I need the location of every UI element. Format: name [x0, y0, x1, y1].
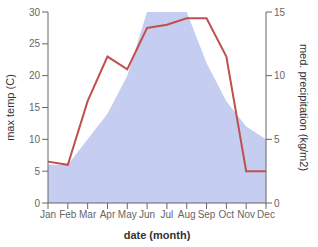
svg-text:Nov: Nov: [237, 209, 255, 220]
svg-text:Jan: Jan: [40, 209, 56, 220]
svg-text:Sep: Sep: [198, 209, 216, 220]
svg-text:Dec: Dec: [257, 209, 275, 220]
svg-text:Jul: Jul: [161, 209, 174, 220]
svg-text:Mar: Mar: [79, 209, 97, 220]
svg-text:0: 0: [274, 198, 280, 209]
svg-text:5: 5: [274, 134, 280, 145]
svg-text:max temp (C): max temp (C): [8, 74, 16, 141]
svg-text:0: 0: [34, 198, 40, 209]
svg-text:Jun: Jun: [139, 209, 155, 220]
svg-text:5: 5: [34, 166, 40, 177]
svg-text:20: 20: [29, 70, 41, 81]
svg-text:15: 15: [274, 7, 286, 18]
svg-text:Oct: Oct: [219, 209, 235, 220]
svg-text:30: 30: [29, 7, 41, 18]
svg-text:date (month): date (month): [124, 229, 191, 241]
svg-text:10: 10: [29, 134, 41, 145]
svg-text:Feb: Feb: [59, 209, 77, 220]
svg-text:15: 15: [29, 102, 41, 113]
svg-text:Aug: Aug: [178, 209, 196, 220]
svg-text:May: May: [118, 209, 137, 220]
svg-text:10: 10: [274, 70, 286, 81]
svg-text:Apr: Apr: [100, 209, 116, 220]
svg-text:med. precipitation (kg/m2): med. precipitation (kg/m2): [298, 44, 310, 171]
svg-text:25: 25: [29, 38, 41, 49]
